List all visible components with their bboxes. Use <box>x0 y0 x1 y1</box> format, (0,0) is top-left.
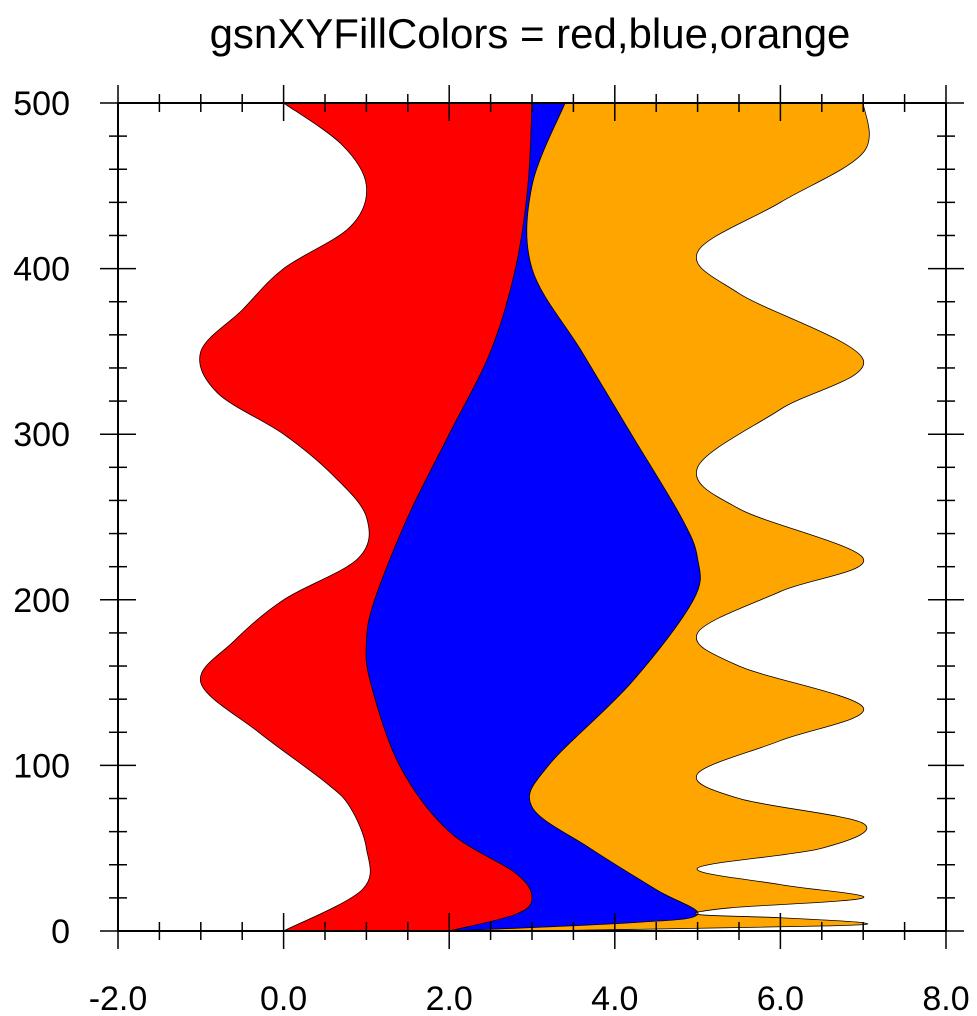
fill-areas <box>199 103 870 931</box>
plot-frame <box>117 102 947 932</box>
curve-2 <box>365 102 533 932</box>
y-tick-label: 400 <box>13 251 70 289</box>
tick-labels: -2.0 0.0 2.0 4.0 6.0 8.0 0 100 200 300 400 500 <box>13 85 969 1016</box>
curve-4 <box>531 102 870 932</box>
x-tick-label: 6.0 <box>757 980 804 1016</box>
y-tick-label: 200 <box>13 582 70 620</box>
y-tick-label: 100 <box>13 747 70 785</box>
x-tick-label: 4.0 <box>591 980 638 1016</box>
x-tick-label: 0.0 <box>260 980 307 1016</box>
curves <box>199 102 870 932</box>
y-tick-label: 0 <box>51 913 70 951</box>
y-tick-label: 300 <box>13 416 70 454</box>
y-tick-label: 500 <box>13 85 70 123</box>
axis-ticks <box>100 85 964 949</box>
chart-title: gsnXYFillColors = red,blue,orange <box>210 10 851 57</box>
curve-1 <box>199 102 371 932</box>
fill-region-2 <box>365 103 701 931</box>
curve-3 <box>449 102 701 932</box>
x-tick-label: 8.0 <box>922 980 969 1016</box>
x-tick-label: 2.0 <box>426 980 473 1016</box>
fill-region-1 <box>199 103 532 931</box>
x-tick-label: -2.0 <box>89 980 148 1016</box>
